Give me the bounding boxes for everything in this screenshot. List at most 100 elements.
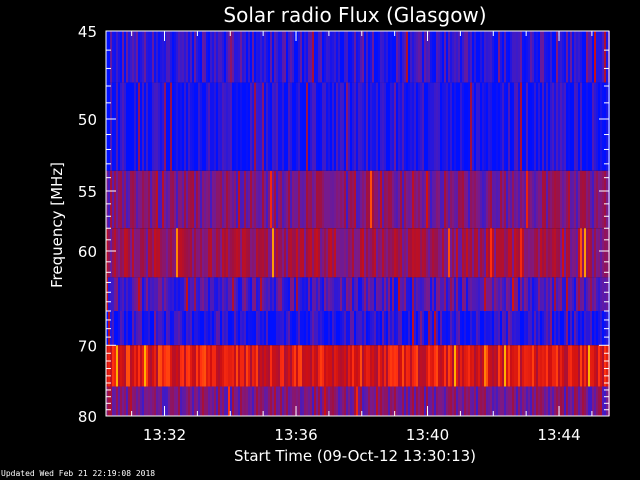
spectrogram-cell — [394, 345, 396, 387]
spectrogram-cell — [354, 170, 356, 229]
spectrogram-cell — [596, 311, 598, 346]
spectrogram-cell — [352, 31, 354, 83]
spectrogram-cell — [310, 82, 312, 171]
spectrogram-cell — [532, 277, 534, 311]
spectrogram-cell — [210, 31, 212, 83]
spectrogram-cell — [458, 31, 460, 83]
spectrogram-cell — [558, 228, 560, 278]
spectrogram-cell — [588, 386, 590, 416]
spectrogram-cell — [450, 386, 452, 416]
spectrogram-cell — [454, 311, 456, 346]
spectrogram-cell — [454, 31, 456, 83]
spectrogram-cell — [252, 82, 254, 171]
spectrogram-cell — [600, 277, 602, 311]
spectrogram-cell — [126, 311, 128, 346]
spectrogram-cell — [296, 386, 298, 416]
spectrogram-cell — [388, 386, 390, 416]
spectrogram-cell — [296, 228, 298, 278]
spectrogram-cell — [204, 345, 206, 387]
spectrogram-cell — [346, 228, 348, 278]
spectrogram-cell — [144, 386, 146, 416]
spectrogram-cell — [308, 170, 310, 229]
spectrogram-cell — [222, 277, 224, 311]
spectrogram-cell — [304, 31, 306, 83]
spectrogram-cell — [202, 31, 204, 83]
spectrogram-cell — [606, 311, 608, 346]
spectrogram-cell — [314, 31, 316, 83]
spectrogram-cell — [434, 277, 436, 311]
spectrogram-cell — [380, 31, 382, 83]
spectrogram-cell — [250, 82, 252, 171]
spectrogram-cell — [176, 345, 178, 387]
spectrogram-cell — [460, 82, 462, 171]
spectrogram-cell — [270, 228, 272, 278]
spectrogram-cell — [604, 386, 606, 416]
spectrogram-cell — [320, 228, 322, 278]
spectrogram-cell — [560, 82, 562, 171]
spectrogram-cell — [452, 170, 454, 229]
spectrogram-cell — [318, 82, 320, 171]
spectrogram-cell — [562, 277, 564, 311]
spectrogram-cell — [562, 31, 564, 83]
spectrogram-cell — [238, 386, 240, 416]
spectrogram-cell — [476, 311, 478, 346]
spectrogram-cell — [188, 31, 190, 83]
spectrogram-cell — [344, 345, 346, 387]
spectrogram-cell — [588, 311, 590, 346]
x-tick-label: 13:44 — [537, 426, 580, 444]
spectrogram-cell — [248, 345, 250, 387]
spectrogram-cell — [490, 228, 492, 278]
spectrogram-cell — [576, 345, 578, 387]
spectrogram-cell — [458, 386, 460, 416]
spectrogram-cell — [600, 31, 602, 83]
spectrogram-cell — [516, 277, 518, 311]
spectrogram-cell — [522, 228, 524, 278]
spectrogram-cell — [354, 277, 356, 311]
spectrogram-cell — [204, 170, 206, 229]
spectrogram-cell — [444, 31, 446, 83]
spectrogram-cell — [368, 345, 370, 387]
spectrogram-cell — [170, 228, 172, 278]
spectrogram-cell — [556, 31, 558, 83]
spectrogram-cell — [132, 170, 134, 229]
spectrogram-cell — [132, 345, 134, 387]
spectrogram-cell — [442, 82, 444, 171]
spectrogram-cell — [600, 311, 602, 346]
spectrogram-cell — [524, 170, 526, 229]
spectrogram-cell — [438, 170, 440, 229]
spectrogram-cell — [176, 386, 178, 416]
spectrogram-cell — [192, 345, 194, 387]
spectrogram-cell — [372, 311, 374, 346]
spectrogram-cell — [468, 345, 470, 387]
spectrogram-cell — [596, 170, 598, 229]
spectrogram-cell — [304, 345, 306, 387]
spectrogram-cell — [186, 170, 188, 229]
spectrogram-cell — [432, 82, 434, 171]
spectrogram-cell — [180, 228, 182, 278]
spectrogram-cell — [126, 386, 128, 416]
spectrogram-cell — [542, 345, 544, 387]
spectrogram-cell — [108, 170, 110, 229]
spectrogram-cell — [162, 82, 164, 171]
spectrogram-cell — [238, 31, 240, 83]
spectrogram-cell — [280, 277, 282, 311]
spectrogram-cell — [234, 170, 236, 229]
spectrogram-cell — [340, 311, 342, 346]
spectrogram-cell — [124, 277, 126, 311]
spectrogram-cell — [432, 311, 434, 346]
spectrogram-cell — [480, 386, 482, 416]
spectrogram-cell — [438, 82, 440, 171]
spectrogram-cell — [344, 228, 346, 278]
spectrogram-cell — [564, 31, 566, 83]
spectrogram-cell — [370, 345, 372, 387]
spectrogram-cell — [542, 386, 544, 416]
spectrogram-cell — [410, 170, 412, 229]
spectrogram-cell — [262, 31, 264, 83]
spectrogram-cell — [426, 31, 428, 83]
spectrogram-cell — [242, 228, 244, 278]
spectrogram-cell — [330, 170, 332, 229]
spectrogram-cell — [248, 82, 250, 171]
spectrogram-cell — [592, 386, 594, 416]
spectrogram-cell — [314, 228, 316, 278]
spectrogram-cell — [546, 170, 548, 229]
